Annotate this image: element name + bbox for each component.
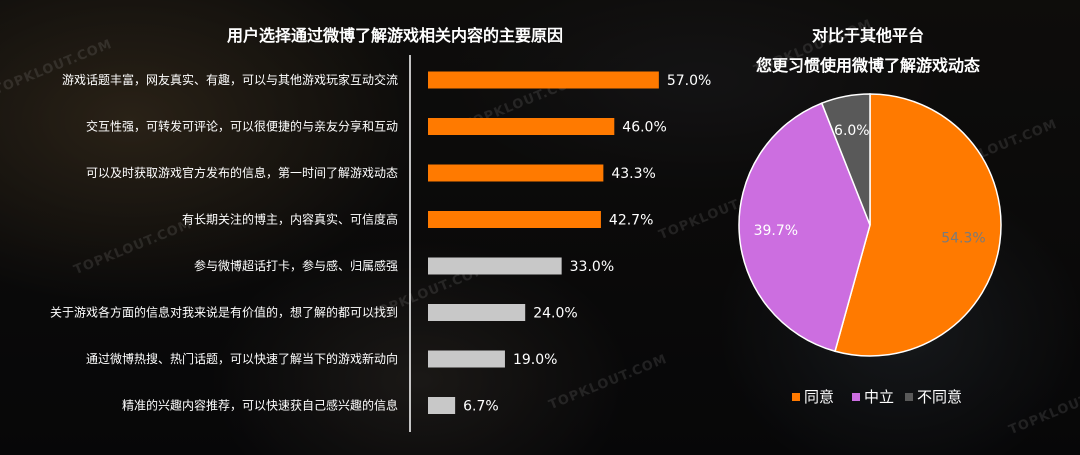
pie-value-label: 6.0% bbox=[834, 123, 870, 139]
legend-swatch bbox=[905, 393, 913, 401]
bar-mark bbox=[428, 118, 615, 135]
bar-value-label: 57.0% bbox=[667, 73, 711, 89]
bar-mark bbox=[428, 211, 601, 228]
pie-chart-title-line2: 您更习惯使用微博了解游戏动态 bbox=[755, 56, 980, 75]
bar-category-label: 游戏话题丰富，网友真实、有趣，可以与其他游戏玩家互动交流 bbox=[62, 72, 398, 87]
bar-chart-title: 用户选择通过微博了解游戏相关内容的主要原因 bbox=[226, 26, 563, 45]
bar-category-label: 关于游戏各方面的信息对我来说是有价值的，想了解的都可以找到 bbox=[50, 305, 398, 320]
legend-label: 中立 bbox=[864, 388, 894, 406]
bar-mark bbox=[428, 350, 505, 368]
legend-label: 同意 bbox=[804, 388, 834, 406]
legend-swatch bbox=[852, 393, 860, 401]
pie-slice bbox=[834, 93, 1002, 357]
bar-mark bbox=[428, 257, 562, 275]
bar-value-label: 43.3% bbox=[611, 166, 655, 182]
bar-value-label: 46.0% bbox=[622, 120, 666, 136]
bar-value-label: 6.7% bbox=[463, 399, 499, 415]
bar-mark bbox=[428, 397, 456, 414]
bar-category-label: 可以及时获取游戏官方发布的信息，第一时间了解游戏动态 bbox=[86, 165, 398, 180]
pie-value-label: 54.3% bbox=[941, 231, 985, 247]
bar-value-label: 24.0% bbox=[533, 306, 577, 322]
bar-category-label: 参与微博超话打卡，参与感、归属感强 bbox=[194, 258, 398, 273]
bar-value-label: 19.0% bbox=[513, 352, 557, 368]
bar-value-label: 42.7% bbox=[609, 213, 653, 229]
bar-value-label: 33.0% bbox=[570, 259, 614, 275]
bar-category-label: 交互性强，可转发可评论，可以很便捷的与亲友分享和互动 bbox=[86, 119, 398, 134]
legend-label: 不同意 bbox=[917, 388, 962, 406]
pie-chart-title-line1: 对比于其他平台 bbox=[811, 26, 924, 45]
pie-slice bbox=[820, 93, 871, 226]
bar-mark bbox=[428, 304, 526, 321]
pie-slice bbox=[738, 102, 871, 353]
bar-category-label: 通过微博热搜、热门话题，可以快速了解当下的游戏新动向 bbox=[86, 351, 398, 366]
bar-mark bbox=[428, 164, 604, 182]
bar-category-label: 精准的兴趣内容推荐，可以快速获自己感兴趣的信息 bbox=[122, 398, 398, 413]
bar-mark bbox=[428, 71, 659, 89]
pie-value-label: 39.7% bbox=[754, 223, 798, 239]
bar-category-label: 有长期关注的博主，内容真实、可信度高 bbox=[182, 212, 398, 227]
legend-swatch bbox=[792, 393, 800, 401]
